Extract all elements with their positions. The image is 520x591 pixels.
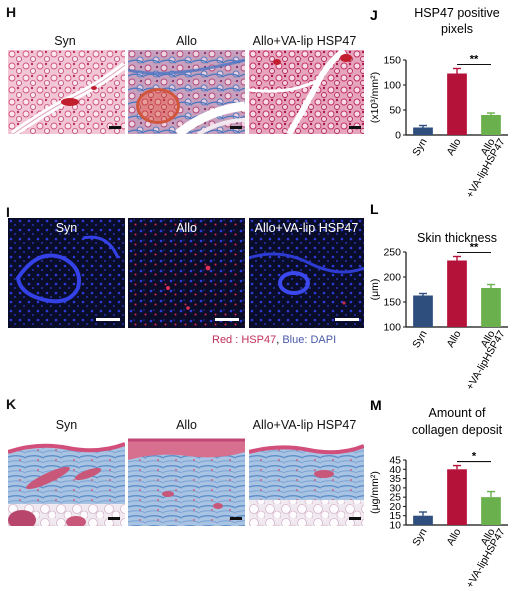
panel-letter-j: J [370, 7, 378, 23]
legend-red: Red : HSP47 [212, 334, 277, 346]
panel-letter-l: L [370, 201, 379, 217]
label-i-va: Allo+VA-lip HSP47 [254, 221, 359, 235]
y-tick-label-l-1: 150 [383, 297, 401, 309]
micrograph-k-syn [8, 434, 125, 526]
y-axis-label-j: (x10³/mm²) [369, 72, 381, 123]
chart-title-l-0: Skin thickness [417, 231, 497, 245]
y-tick-label-m-6: 40 [389, 464, 401, 476]
y-tick-label-j-1: 50 [389, 105, 401, 117]
chart-title-m-0: Amount of [429, 406, 487, 420]
y-tick-label-l-0: 100 [383, 322, 401, 334]
label-k-va: Allo+VA-lip HSP47 [252, 418, 357, 432]
significance-label-j: ** [470, 54, 479, 66]
micrograph-i-allo [128, 218, 245, 328]
y-tick-label-j-2: 100 [383, 80, 401, 92]
scale-bar-h-syn [109, 126, 121, 129]
micrograph-i-va [249, 218, 364, 328]
label-h-allo: Allo [176, 34, 197, 48]
micrograph-k-va [249, 434, 364, 526]
micrograph-k-allo [128, 434, 245, 526]
category-label-m-0-0: Syn [410, 526, 430, 548]
micrograph-i-syn [8, 218, 125, 328]
category-label-l-0-0: Syn [410, 328, 430, 350]
panel-letter-m: M [370, 397, 382, 413]
bar-j-2 [481, 115, 501, 135]
bar-m-0 [413, 515, 433, 525]
chart-l: L Skin thickness 100 150 200 250 (μm) ** Syn Allo… [369, 201, 508, 390]
y-tick-label-m-4: 30 [389, 482, 401, 494]
y-tick-label-m-1: 15 [389, 510, 401, 522]
y-tick-label-l-2: 200 [383, 272, 401, 284]
y-axis-label-m: (μg/mm²) [369, 471, 381, 514]
legend-sep: , [276, 334, 283, 346]
y-tick-label-l-3: 250 [383, 247, 401, 259]
panel-letter-i: I [6, 204, 10, 220]
chart-title-j-1: pixels [441, 22, 473, 36]
scale-bar-h-va [349, 126, 361, 129]
bar-l-2 [481, 288, 501, 327]
y-tick-label-m-0: 10 [389, 520, 401, 532]
label-i-allo: Allo [176, 221, 197, 235]
scale-bar-k-syn [108, 517, 120, 520]
category-label-j-0-0: Syn [410, 136, 430, 158]
chart-m: M Amount of collagen deposit 10152025303540… [369, 397, 508, 590]
scale-bar-i-allo [215, 318, 239, 321]
bar-m-2 [481, 497, 501, 525]
panel-letter-k: K [6, 396, 17, 412]
y-tick-label-m-3: 25 [389, 492, 401, 504]
category-label-j-1-0: Allo [444, 136, 463, 157]
micrograph-h-syn [8, 50, 125, 134]
label-k-syn: Syn [55, 418, 78, 432]
y-tick-label-j-0: 0 [395, 130, 401, 142]
category-label-m-1-0: Allo [444, 526, 463, 547]
label-i-syn: Syn [55, 221, 78, 235]
bar-m-1 [447, 469, 467, 525]
micrograph-h-va [249, 50, 364, 134]
legend-blue: Blue: DAPI [282, 334, 337, 346]
fluorescence-legend: Red : HSP47, Blue: DAPI [212, 334, 336, 346]
chart-j: J HSP47 positive pixels 0 50 100 150(x10³/mm²)… [369, 6, 508, 200]
bar-l-0 [413, 295, 433, 327]
significance-label-l: ** [470, 242, 479, 254]
label-h-va: Allo+VA-lip HSP47 [252, 34, 357, 48]
scale-bar-h-allo [230, 126, 242, 129]
y-tick-label-m-7: 45 [389, 455, 401, 467]
bar-j-0 [413, 127, 433, 135]
chart-title-j-0: HSP47 positive [414, 6, 500, 20]
label-h-syn: Syn [54, 34, 76, 48]
panel-letter-h: H [6, 4, 17, 20]
chart-title-m-1: collagen deposit [412, 423, 503, 437]
category-label-l-1-0: Allo [444, 328, 463, 349]
scale-bar-k-allo [230, 517, 242, 520]
y-tick-label-m-5: 35 [389, 473, 401, 485]
significance-label-m: * [472, 451, 477, 463]
y-tick-label-j-3: 150 [383, 55, 401, 67]
label-k-allo: Allo [176, 418, 197, 432]
scale-bar-i-va [335, 318, 359, 321]
micrograph-h-allo [128, 50, 245, 134]
y-axis-label-l: (μm) [369, 279, 381, 301]
scale-bar-k-va [349, 517, 361, 520]
y-tick-label-m-2: 20 [389, 501, 401, 513]
bar-j-1 [447, 73, 467, 135]
scale-bar-i-syn [96, 318, 120, 321]
bar-l-1 [447, 260, 467, 327]
